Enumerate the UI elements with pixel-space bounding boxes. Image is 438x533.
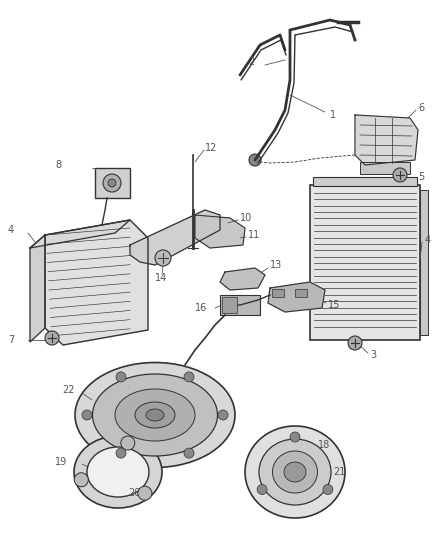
Circle shape	[290, 432, 300, 442]
Text: 4: 4	[425, 235, 431, 245]
Ellipse shape	[92, 374, 218, 456]
FancyBboxPatch shape	[272, 289, 284, 297]
FancyBboxPatch shape	[95, 168, 130, 198]
Text: 22: 22	[62, 385, 74, 395]
Text: 16: 16	[195, 303, 207, 313]
Text: 15: 15	[328, 300, 340, 310]
Circle shape	[323, 484, 333, 495]
Text: 20: 20	[128, 488, 140, 498]
Ellipse shape	[87, 447, 149, 497]
Circle shape	[184, 448, 194, 458]
Ellipse shape	[74, 436, 162, 508]
Circle shape	[116, 372, 126, 382]
Text: 19: 19	[55, 457, 67, 467]
Circle shape	[184, 372, 194, 382]
Polygon shape	[45, 220, 148, 345]
Text: 1: 1	[330, 110, 336, 120]
Text: 3: 3	[370, 350, 376, 360]
Circle shape	[257, 484, 267, 495]
Text: 18: 18	[318, 440, 330, 450]
Polygon shape	[220, 268, 265, 290]
FancyBboxPatch shape	[220, 295, 260, 315]
Circle shape	[74, 473, 88, 487]
Ellipse shape	[245, 426, 345, 518]
Ellipse shape	[115, 389, 195, 441]
Polygon shape	[195, 215, 245, 248]
Circle shape	[82, 410, 92, 420]
Text: 21: 21	[333, 467, 346, 477]
FancyBboxPatch shape	[295, 289, 307, 297]
Text: 14: 14	[155, 273, 167, 283]
Polygon shape	[355, 115, 418, 165]
Circle shape	[116, 448, 126, 458]
Circle shape	[393, 168, 407, 182]
Text: 8: 8	[55, 160, 61, 170]
Ellipse shape	[135, 402, 175, 428]
Circle shape	[138, 486, 152, 500]
Ellipse shape	[284, 462, 306, 482]
Polygon shape	[30, 235, 45, 342]
Circle shape	[121, 436, 135, 450]
Circle shape	[218, 410, 228, 420]
Polygon shape	[30, 220, 130, 248]
Circle shape	[348, 336, 362, 350]
FancyBboxPatch shape	[310, 185, 420, 340]
Text: 7: 7	[8, 335, 14, 345]
Text: 13: 13	[270, 260, 282, 270]
Polygon shape	[268, 282, 325, 312]
Ellipse shape	[75, 362, 235, 467]
FancyBboxPatch shape	[360, 162, 410, 174]
Circle shape	[45, 331, 59, 345]
Polygon shape	[130, 210, 220, 265]
Text: 10: 10	[240, 213, 252, 223]
Text: 12: 12	[205, 143, 217, 153]
Text: 4: 4	[8, 225, 14, 235]
Ellipse shape	[272, 451, 318, 493]
Text: 11: 11	[248, 230, 260, 240]
Text: 5: 5	[418, 172, 424, 182]
FancyBboxPatch shape	[313, 177, 417, 186]
Text: 6: 6	[418, 103, 424, 113]
Ellipse shape	[146, 409, 164, 421]
Circle shape	[155, 250, 171, 266]
FancyBboxPatch shape	[222, 297, 237, 313]
Text: 2: 2	[248, 57, 254, 67]
Circle shape	[103, 174, 121, 192]
Circle shape	[249, 154, 261, 166]
Ellipse shape	[259, 439, 331, 505]
Circle shape	[108, 179, 116, 187]
FancyBboxPatch shape	[420, 190, 428, 335]
